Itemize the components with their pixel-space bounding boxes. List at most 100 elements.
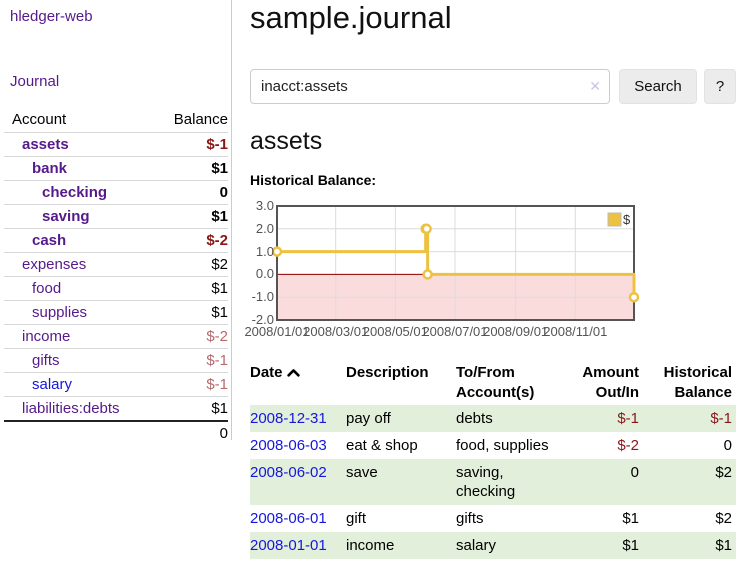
sidebar: hledger-web Journal Account Balance asse…	[0, 0, 232, 442]
account-balance: $1	[211, 208, 228, 225]
chart-x-tick: 2008/01/01	[244, 324, 310, 339]
chart-y-tick: 3.0	[255, 198, 274, 213]
account-balance: 0	[219, 184, 228, 201]
account-row: salary $-1	[4, 372, 228, 397]
account-row: expenses $2	[4, 252, 228, 277]
transaction-row: 2008-12-31 pay off debts $-1 $-1	[250, 405, 736, 432]
account-link-food[interactable]: food	[32, 280, 62, 297]
account-link-cash[interactable]: cash	[32, 232, 67, 249]
accounts-header-account: Account	[12, 111, 67, 128]
account-row: income $-2	[4, 324, 228, 349]
register-header-balance-line1: Historical	[663, 364, 732, 381]
accounts-table: Account Balance assets $-1 bank $1 checking 0…	[4, 108, 228, 445]
account-link-supplies[interactable]: supplies	[32, 304, 88, 321]
transaction-balance: $1	[715, 537, 732, 554]
transaction-accounts: food, supplies	[456, 437, 549, 454]
transaction-date-link[interactable]: 2008-06-01	[250, 510, 327, 527]
transaction-date-link[interactable]: 2008-01-01	[250, 537, 327, 554]
chart-plot[interactable]: $	[250, 204, 736, 344]
register-header-amount-line1: Amount	[582, 364, 639, 381]
account-link-salary[interactable]: salary	[32, 376, 73, 393]
account-row: gifts $-1	[4, 348, 228, 373]
search-input[interactable]	[250, 69, 610, 104]
account-row: cash $-2	[4, 228, 228, 253]
account-link-bank[interactable]: bank	[32, 160, 68, 177]
accounts-header-balance: Balance	[173, 111, 228, 128]
account-link-gifts[interactable]: gifts	[32, 352, 60, 369]
accounts-total-row: 0	[4, 421, 228, 445]
transaction-amount: 0	[630, 464, 639, 481]
chart-y-tick: -2.0	[251, 312, 274, 327]
transaction-balance: $2	[715, 464, 732, 481]
transaction-accounts: gifts	[456, 510, 484, 527]
transaction-amount: $-2	[617, 437, 639, 454]
chart-title: Historical Balance:	[250, 172, 377, 188]
transaction-description: gift	[346, 510, 367, 527]
main-content: sample.journal ✕ Search ? assets Histori…	[244, 0, 736, 559]
account-balance: $1	[211, 280, 228, 297]
sidebar-item-journal[interactable]: Journal	[10, 73, 60, 90]
transaction-description: pay off	[346, 410, 391, 427]
register-header-date[interactable]: Date	[250, 362, 346, 405]
chart-y-tick: 0.0	[255, 266, 274, 282]
account-link-assets[interactable]: assets	[22, 136, 69, 153]
chart-y-tick: 2.0	[255, 220, 274, 236]
page-title: sample.journal	[250, 0, 452, 35]
transaction-balance: $-1	[710, 410, 732, 427]
chart-y-tick: -1.0	[251, 289, 274, 305]
chart-x-tick: 2008/03/01	[303, 324, 369, 339]
account-balance: $-2	[206, 232, 228, 249]
account-link-liabilities-debts[interactable]: liabilities:debts	[22, 400, 120, 417]
transaction-accounts: debts	[456, 410, 493, 427]
account-row: bank $1	[4, 156, 228, 181]
transaction-date-link[interactable]: 2008-06-02	[250, 464, 327, 481]
transaction-description: income	[346, 537, 395, 554]
account-balance: $-1	[206, 352, 228, 369]
account-balance: $1	[211, 160, 228, 177]
register-header-accounts: To/From Account(s)	[456, 362, 568, 405]
register-header-date-label: Date	[250, 364, 283, 381]
transaction-date-link[interactable]: 2008-06-03	[250, 437, 327, 454]
transaction-balance: 0	[723, 437, 732, 454]
account-balance: $2	[211, 256, 228, 273]
clear-search-icon[interactable]: ✕	[589, 78, 601, 94]
account-link-expenses[interactable]: expenses	[22, 256, 87, 273]
account-balance: $1	[211, 400, 228, 417]
transaction-row: 2008-01-01 income salary $1 $1	[250, 532, 736, 559]
register-header-accounts-line1: To/From	[456, 364, 515, 381]
register-table: Date Description To/From Account(s) Amou…	[250, 362, 736, 559]
account-balance: $1	[211, 304, 228, 321]
account-heading: assets	[250, 127, 323, 155]
app-title-link[interactable]: hledger-web	[10, 8, 93, 25]
chart-x-tick: 2008/07/01	[422, 324, 488, 339]
register-header-amount-line2: Out/In	[595, 384, 639, 401]
transaction-balance: $2	[715, 510, 732, 527]
register-header-description: Description	[346, 364, 429, 381]
accounts-total-balance: 0	[219, 425, 228, 442]
search-bar: ✕ Search ?	[250, 69, 736, 104]
register-header-accounts-line2: Account(s)	[456, 384, 535, 401]
historical-balance-chart[interactable]: $ 3.0 2.0 1.0 0.0 -1.0 -2.0 2008/01/01 2008/03…	[244, 198, 736, 344]
transaction-amount: $-1	[617, 410, 639, 427]
search-button[interactable]: Search	[619, 69, 697, 104]
register-header-row: Date Description To/From Account(s) Amou…	[250, 362, 736, 405]
help-button[interactable]: ?	[704, 69, 736, 104]
account-row: supplies $1	[4, 300, 228, 325]
chart-x-tick: 2008/11/01	[543, 324, 608, 339]
chart-x-tick: 2008/05/01	[362, 324, 428, 339]
register-header-balance-line2: Balance	[674, 384, 732, 401]
accounts-header-row: Account Balance	[4, 108, 228, 133]
account-link-checking[interactable]: checking	[42, 184, 108, 201]
transaction-description: eat & shop	[346, 437, 418, 454]
account-row: liabilities:debts $1	[4, 396, 228, 422]
account-balance: $-1	[206, 376, 228, 393]
account-link-saving[interactable]: saving	[42, 208, 90, 225]
chart-x-tick: 2008/09/01	[483, 324, 549, 339]
sort-ascending-icon	[286, 363, 300, 383]
account-link-income[interactable]: income	[22, 328, 71, 345]
transaction-description: save	[346, 464, 378, 481]
account-row: saving $1	[4, 204, 228, 229]
transaction-amount: $1	[622, 537, 639, 554]
account-balance: $-1	[206, 136, 228, 153]
transaction-date-link[interactable]: 2008-12-31	[250, 410, 327, 427]
